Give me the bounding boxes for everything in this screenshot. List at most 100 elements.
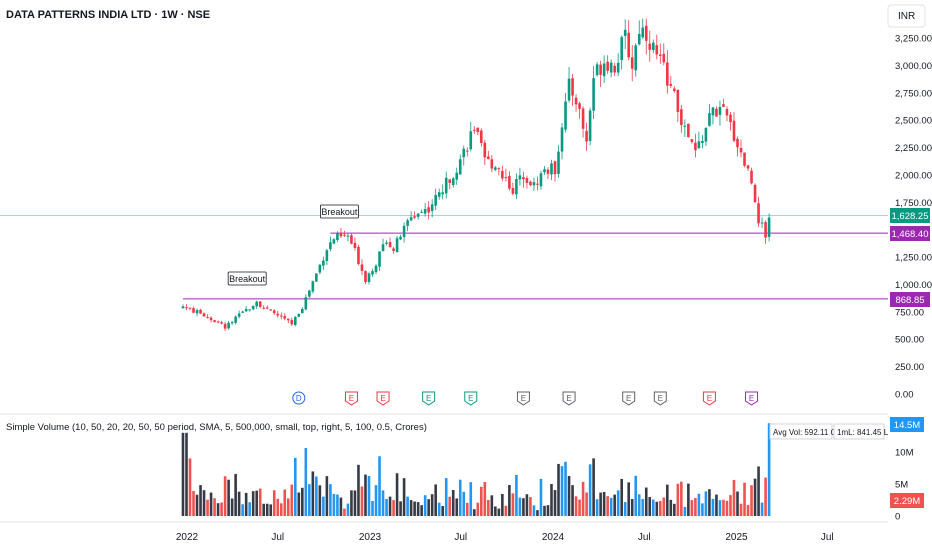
volume-bar bbox=[420, 505, 423, 516]
candle-body bbox=[297, 313, 301, 317]
volume-bar bbox=[546, 505, 550, 516]
time-axis[interactable]: 2022 Jul 2023 Jul 2024 Jul 2025 Jul bbox=[176, 532, 834, 543]
candle-body bbox=[402, 225, 406, 237]
candle-body bbox=[336, 233, 339, 240]
volume-bar bbox=[367, 476, 371, 516]
candle-body bbox=[630, 57, 634, 69]
volume-bar bbox=[508, 485, 511, 516]
candle-body bbox=[444, 177, 448, 194]
candle-body bbox=[525, 178, 529, 183]
candle-body bbox=[581, 108, 585, 129]
time-tick-label: 2022 bbox=[176, 532, 199, 543]
candle-body bbox=[308, 290, 311, 297]
volume-tick-label: 5M bbox=[895, 480, 908, 491]
volume-bar bbox=[497, 508, 501, 516]
volume-bar bbox=[694, 498, 697, 516]
candle-body bbox=[409, 217, 413, 221]
volume-bar bbox=[276, 498, 280, 516]
volume-bar bbox=[487, 499, 490, 516]
price-tick-label: 2,000.00 bbox=[895, 170, 932, 181]
candle-body bbox=[420, 211, 423, 213]
candle-body bbox=[322, 260, 325, 266]
volume-bar bbox=[501, 493, 504, 516]
currency-button[interactable] bbox=[887, 4, 926, 28]
annotation-label: Breakout bbox=[321, 207, 358, 217]
volume-bar bbox=[399, 501, 402, 516]
candle-body bbox=[293, 317, 297, 325]
candle-body bbox=[483, 142, 487, 158]
candle-body bbox=[388, 241, 392, 248]
candle-body bbox=[469, 131, 473, 150]
candle-body bbox=[609, 62, 613, 73]
candle-body bbox=[585, 130, 588, 142]
candle-body bbox=[739, 147, 743, 153]
event-marker-label: E bbox=[566, 394, 571, 403]
last-price-badge bbox=[890, 208, 930, 223]
volume-bar bbox=[209, 492, 213, 516]
earnings-marker bbox=[653, 391, 667, 406]
candle-body bbox=[364, 271, 367, 283]
volume-bar bbox=[244, 492, 248, 516]
volume-bar bbox=[265, 503, 269, 516]
volume-bar bbox=[234, 473, 237, 516]
volume-bar bbox=[378, 456, 381, 516]
volume-indicator-title: Simple Volume (10, 50, 20, 20, 50, 50 pe… bbox=[6, 422, 427, 433]
event-marker-label: E bbox=[349, 394, 354, 403]
candle-body bbox=[339, 232, 343, 237]
candle-body bbox=[539, 173, 543, 187]
candle-body bbox=[767, 217, 771, 237]
candle-body bbox=[571, 78, 574, 96]
volume-bar bbox=[230, 498, 234, 516]
volume-bar bbox=[616, 490, 620, 516]
volume-bar bbox=[722, 499, 725, 516]
volume-bar bbox=[729, 495, 732, 516]
candle-body bbox=[655, 45, 659, 55]
time-tick-label: 2025 bbox=[725, 532, 748, 543]
volume-bar bbox=[392, 500, 395, 516]
volume-bar bbox=[223, 476, 227, 516]
volume-bar bbox=[465, 502, 469, 516]
candle-body bbox=[441, 192, 444, 195]
volume-bar bbox=[181, 432, 185, 516]
volume-bar bbox=[592, 458, 595, 516]
volume-bar bbox=[272, 490, 276, 516]
time-tick-label: 2023 bbox=[359, 532, 382, 543]
candle-body bbox=[378, 251, 381, 267]
volume-bar bbox=[701, 503, 704, 516]
volume-bar bbox=[437, 502, 441, 516]
candle-body bbox=[276, 313, 280, 316]
volume-bar bbox=[374, 485, 378, 516]
candle-body bbox=[560, 127, 564, 152]
volume-bar bbox=[651, 499, 655, 516]
candle-body bbox=[504, 177, 508, 179]
volume-bar bbox=[293, 457, 297, 516]
threshold-label: 1mL: 841.45 L bbox=[837, 428, 889, 437]
volume-bar bbox=[444, 478, 448, 516]
volume-last-badge-text: 2.29M bbox=[894, 496, 920, 507]
candle-body bbox=[209, 317, 213, 321]
volume-bar bbox=[413, 501, 416, 516]
volume-bar bbox=[357, 464, 360, 516]
volume-bar bbox=[529, 497, 532, 516]
volume-tick-label: 10M bbox=[895, 448, 914, 459]
candle-body bbox=[255, 301, 258, 307]
support-lines[interactable] bbox=[0, 215, 888, 300]
candle-body bbox=[694, 142, 697, 151]
candle-body bbox=[371, 271, 374, 275]
annotation-box bbox=[227, 271, 267, 286]
candle-body bbox=[501, 170, 504, 179]
candle-body bbox=[437, 192, 441, 197]
volume-bar bbox=[687, 483, 690, 516]
candle-body bbox=[223, 323, 227, 329]
support-lower-badge bbox=[890, 292, 930, 307]
candle-body bbox=[304, 297, 308, 310]
time-tick-label: Jul bbox=[271, 532, 284, 543]
volume-bar bbox=[718, 500, 722, 516]
candle-body bbox=[202, 313, 206, 317]
candle-body bbox=[553, 161, 557, 175]
volume-bar bbox=[669, 499, 673, 516]
volume-bar bbox=[202, 490, 206, 516]
volume-series bbox=[181, 423, 771, 516]
